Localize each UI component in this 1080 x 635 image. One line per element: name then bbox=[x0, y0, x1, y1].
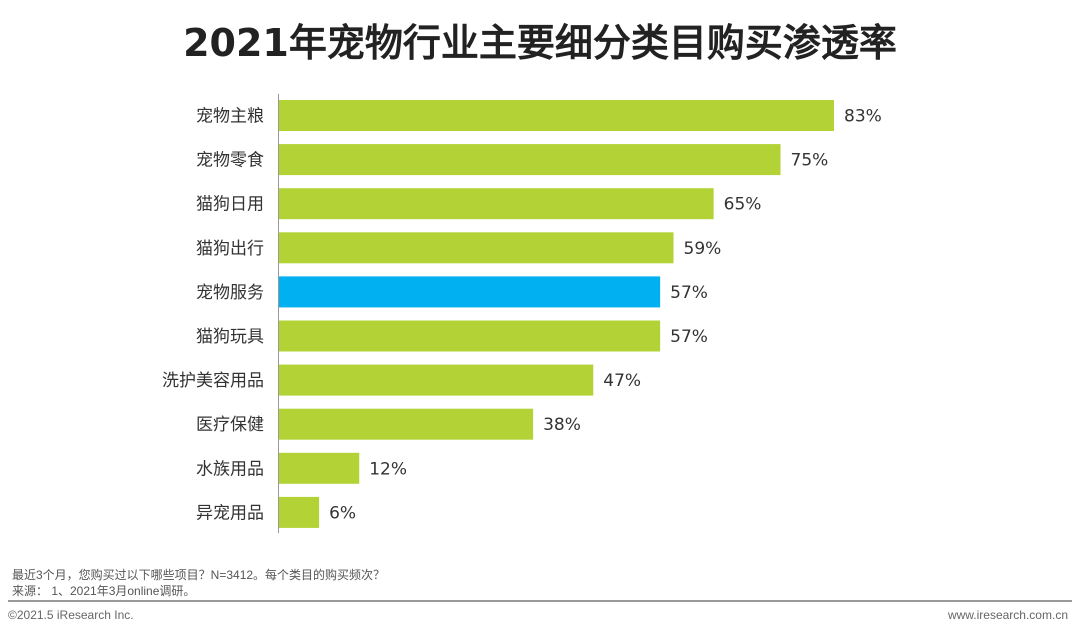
copyright: ©2021.5 iResearch Inc. bbox=[8, 608, 134, 622]
category-label: 洗护美容用品 bbox=[162, 371, 264, 391]
category-label: 异宠用品 bbox=[196, 503, 264, 523]
data-label: 47% bbox=[603, 371, 641, 391]
bar bbox=[279, 320, 661, 352]
category-label: 水族用品 bbox=[196, 459, 264, 479]
bar bbox=[279, 100, 834, 131]
category-label: 医疗保健 bbox=[196, 415, 264, 435]
category-label: 宠物主粮 bbox=[196, 107, 264, 127]
category-label: 猫狗出行 bbox=[196, 239, 264, 259]
bar bbox=[279, 452, 360, 484]
bar-chart: 宠物主粮 83% 宠物零食 75% 猫狗日用 65% 猫狗出行 59% 宠物服务 57% 猫狗玩具 5… bbox=[162, 94, 882, 533]
category-label: 猫狗日用 bbox=[196, 195, 264, 215]
data-label: 75% bbox=[791, 151, 829, 171]
bar bbox=[279, 408, 534, 440]
bar bbox=[279, 496, 320, 528]
data-label: 38% bbox=[543, 415, 581, 435]
footer-divider bbox=[8, 600, 1072, 602]
bar bbox=[279, 276, 661, 308]
data-label: 12% bbox=[369, 459, 407, 479]
data-label: 59% bbox=[684, 239, 722, 259]
category-label: 宠物服务 bbox=[196, 283, 264, 303]
data-label: 6% bbox=[329, 503, 356, 523]
data-label: 57% bbox=[670, 327, 708, 347]
bar bbox=[279, 232, 674, 264]
data-label: 65% bbox=[724, 195, 762, 215]
bar bbox=[279, 144, 781, 176]
bar bbox=[279, 188, 714, 220]
data-label: 83% bbox=[844, 107, 882, 127]
survey-question-note: 最近3个月，您购买过以下哪些项目？N=3412。每个类目的购买频次？ bbox=[12, 568, 386, 582]
chart-title: 2021年宠物行业主要细分类目购买渗透率 bbox=[183, 21, 897, 65]
category-label: 猫狗玩具 bbox=[196, 327, 264, 347]
website-link[interactable]: www.iresearch.com.cn bbox=[947, 608, 1068, 622]
bar bbox=[279, 364, 594, 396]
data-label: 57% bbox=[670, 283, 708, 303]
category-label: 宠物零食 bbox=[196, 151, 264, 171]
source-note: 来源： 1、2021年3月online调研。 bbox=[12, 584, 196, 598]
